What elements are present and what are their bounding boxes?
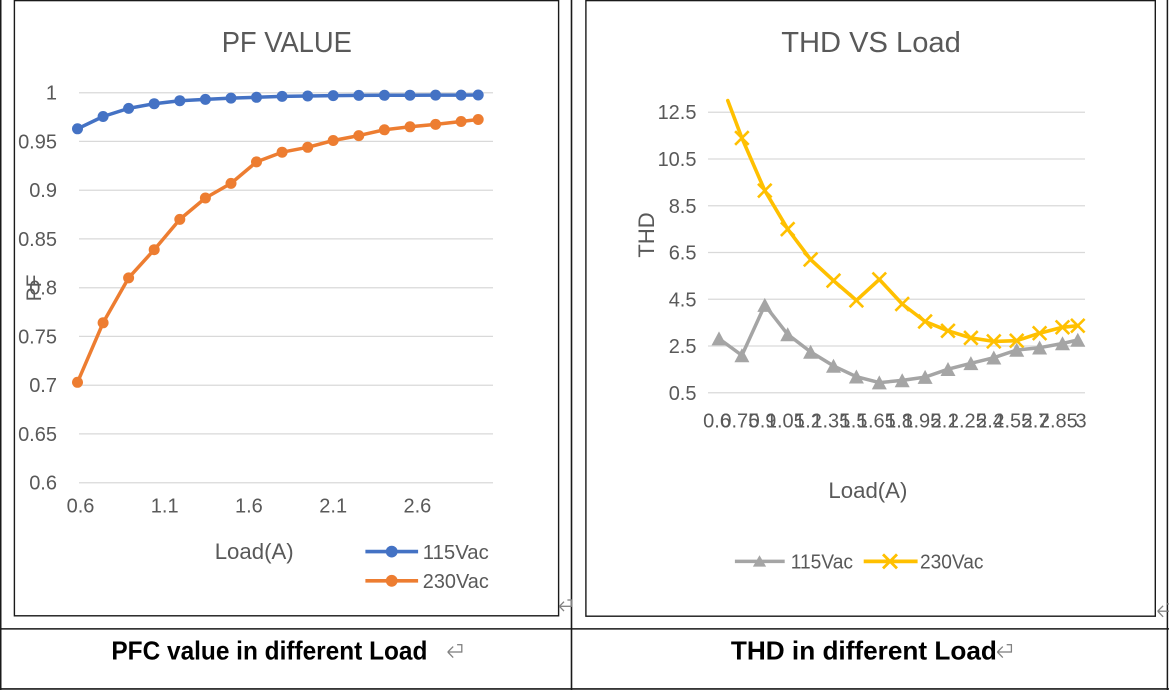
svg-text:0.6: 0.6 — [67, 495, 95, 517]
svg-text:0.9: 0.9 — [749, 410, 777, 432]
svg-text:0.8: 0.8 — [29, 278, 57, 300]
svg-text:2.7: 2.7 — [1022, 410, 1050, 432]
svg-text:THD: THD — [634, 212, 659, 257]
svg-text:2.1: 2.1 — [319, 495, 347, 517]
svg-text:2.4: 2.4 — [976, 410, 1004, 432]
svg-text:0.5: 0.5 — [669, 383, 697, 405]
svg-text:1.5: 1.5 — [840, 410, 868, 432]
svg-text:PF VALUE: PF VALUE — [222, 27, 352, 59]
svg-text:2.55: 2.55 — [993, 410, 1032, 432]
svg-text:3: 3 — [1075, 410, 1086, 432]
svg-text:1.8: 1.8 — [885, 410, 913, 432]
svg-text:12.5: 12.5 — [658, 102, 697, 124]
svg-text:1.05: 1.05 — [766, 410, 805, 432]
svg-text:1.95: 1.95 — [902, 410, 941, 432]
svg-text:1.65: 1.65 — [857, 410, 896, 432]
svg-text:0.6: 0.6 — [703, 410, 731, 432]
svg-text:THD in different Load: THD in different Load — [731, 638, 997, 666]
svg-text:2.5: 2.5 — [669, 336, 697, 358]
svg-text:0.9: 0.9 — [29, 180, 57, 202]
svg-text:2.1: 2.1 — [931, 410, 959, 432]
svg-text:1.6: 1.6 — [235, 495, 263, 517]
svg-text:115Vac: 115Vac — [423, 541, 489, 564]
svg-text:0.6: 0.6 — [29, 473, 57, 495]
svg-text:6.5: 6.5 — [669, 243, 697, 265]
svg-text:4.5: 4.5 — [669, 289, 697, 311]
svg-text:THD VS Load: THD VS Load — [781, 27, 961, 59]
svg-text:0.75: 0.75 — [720, 410, 759, 432]
svg-text:1.35: 1.35 — [811, 410, 850, 432]
svg-text:0.7: 0.7 — [29, 375, 57, 397]
svg-text:0.85: 0.85 — [18, 229, 57, 251]
svg-text:PFC value in different Load: PFC value in different Load — [111, 638, 427, 666]
svg-text:115Vac: 115Vac — [791, 550, 853, 573]
svg-text:0.75: 0.75 — [18, 326, 57, 348]
svg-text:0.95: 0.95 — [18, 131, 57, 153]
svg-text:230Vac: 230Vac — [920, 550, 984, 573]
svg-text:PF: PF — [23, 275, 46, 302]
svg-text:Load(A): Load(A) — [828, 478, 907, 503]
svg-text:Load(A): Load(A) — [215, 539, 294, 564]
svg-text:0.65: 0.65 — [18, 424, 57, 446]
svg-text:1.1: 1.1 — [151, 495, 179, 517]
svg-text:2.6: 2.6 — [403, 495, 431, 517]
svg-text:2.85: 2.85 — [1039, 410, 1078, 432]
svg-text:10.5: 10.5 — [658, 149, 697, 171]
svg-text:8.5: 8.5 — [669, 196, 697, 218]
svg-text:230Vac: 230Vac — [423, 570, 489, 593]
svg-text:2.25: 2.25 — [948, 410, 987, 432]
svg-text:1.2: 1.2 — [794, 410, 822, 432]
svg-text:1: 1 — [46, 83, 57, 105]
